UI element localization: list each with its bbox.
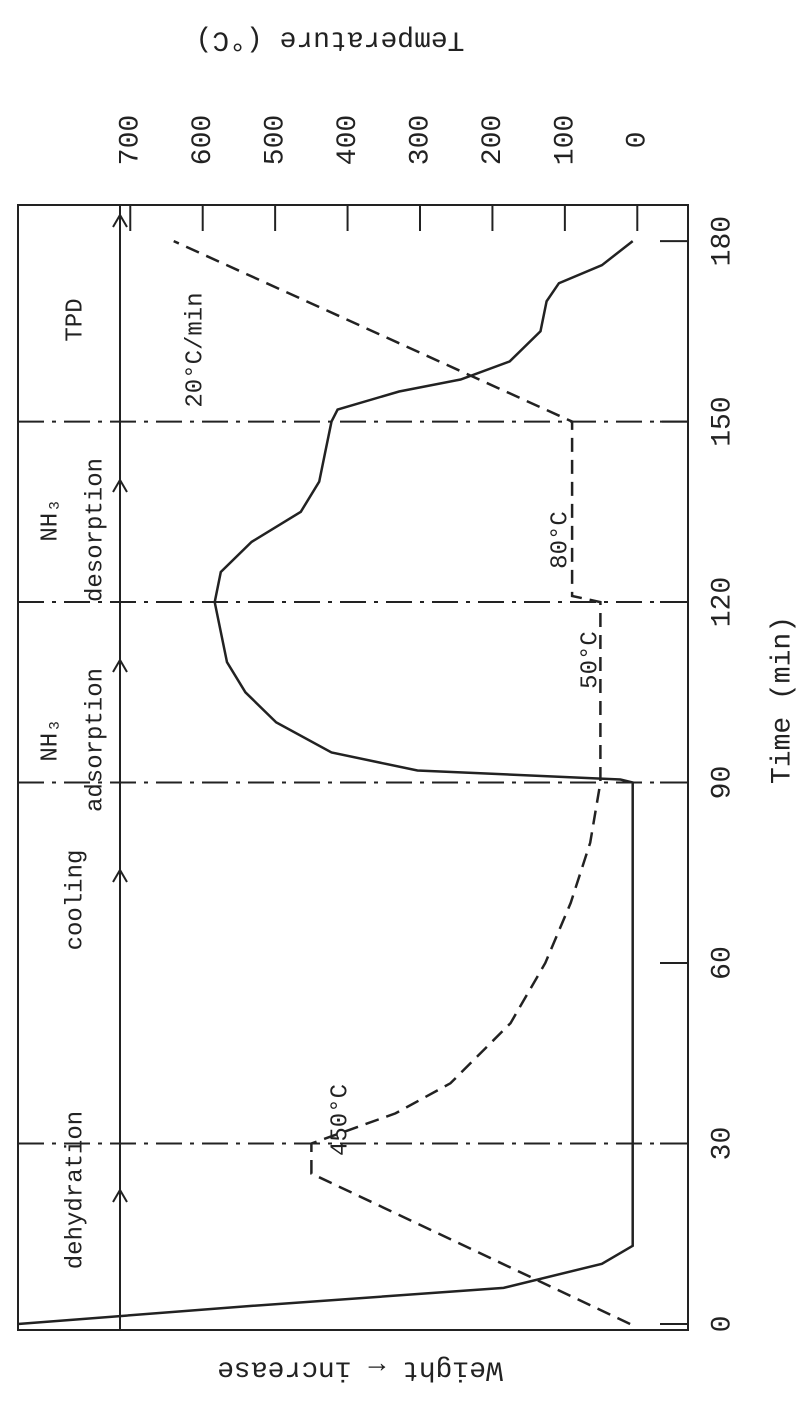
- annotation: 450°C: [327, 1084, 354, 1156]
- y-tick-label: 200: [478, 115, 509, 165]
- x-tick-label: 60: [707, 946, 738, 980]
- y2-axis-label: Weight ← increase: [217, 1354, 503, 1385]
- annotation: adsorption: [82, 668, 109, 812]
- annotation: 20°C/min: [182, 292, 209, 407]
- annotation: cooling: [62, 850, 89, 951]
- y-tick-label: 500: [261, 115, 292, 165]
- y-tick-label: 700: [116, 115, 147, 165]
- x-tick-label: 120: [707, 577, 738, 627]
- page: Time (min) Temperature (°C) Weight ← inc…: [0, 0, 810, 1405]
- chart: Time (min) Temperature (°C) Weight ← inc…: [0, 0, 810, 1405]
- x-tick-label: 180: [707, 216, 738, 266]
- annotation: NH₃: [37, 498, 64, 541]
- x-tick-label: 0: [707, 1316, 738, 1333]
- annotation: NH₃: [37, 718, 64, 761]
- x-tick-label: 150: [707, 396, 738, 446]
- y-tick-label: 100: [550, 115, 581, 165]
- annotation: dehydration: [62, 1111, 89, 1269]
- y-axis-label: Temperature (°C): [196, 24, 465, 55]
- annotation: TPD: [62, 298, 89, 341]
- y-tick-label: 0: [623, 132, 654, 149]
- y-tick-label: 600: [188, 115, 219, 165]
- y-tick-label: 300: [405, 115, 436, 165]
- plot-frame: [18, 205, 688, 1330]
- y-tick-label: 400: [333, 115, 364, 165]
- annotation: desorption: [82, 458, 109, 602]
- annotation: 50°C: [577, 631, 604, 689]
- annotation: 80°C: [547, 511, 574, 569]
- x-tick-label: 30: [707, 1127, 738, 1161]
- x-tick-label: 90: [707, 766, 738, 800]
- x-axis-label: Time (min): [767, 616, 798, 784]
